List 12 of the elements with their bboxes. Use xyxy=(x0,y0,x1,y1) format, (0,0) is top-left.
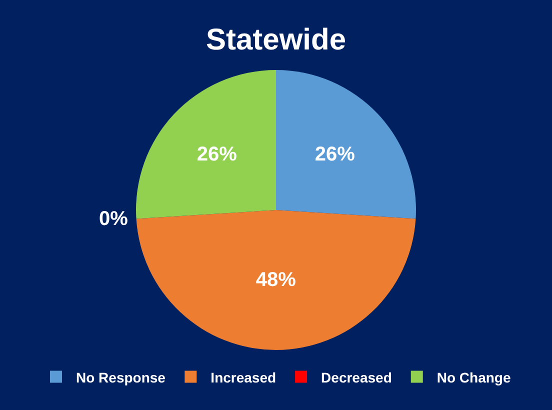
text: 0% xyxy=(99,208,128,230)
legend-label: Decreased xyxy=(321,369,392,386)
data-label: 26% xyxy=(314,144,356,166)
pie-slice xyxy=(136,70,276,219)
legend-label: No Response xyxy=(76,369,166,386)
data-label: 48% xyxy=(256,269,296,292)
data-label: 26% xyxy=(196,144,238,166)
legend-label: No Change xyxy=(436,369,511,386)
chart-title: Statewide xyxy=(206,24,346,57)
legend-label: Increased xyxy=(210,369,276,386)
pie-slice xyxy=(276,70,416,219)
pie-slice xyxy=(136,210,416,350)
